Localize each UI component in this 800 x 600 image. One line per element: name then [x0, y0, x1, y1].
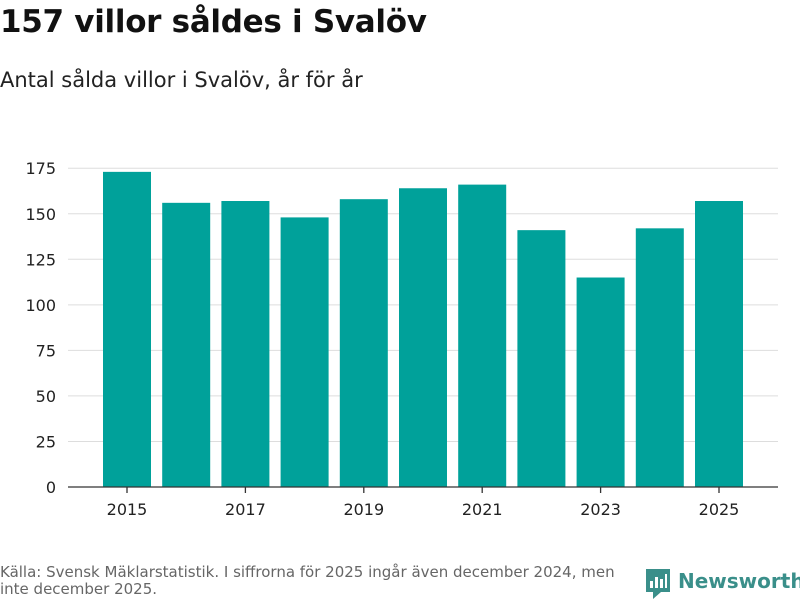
bar-2018: [280, 217, 329, 487]
bar-2016: [162, 202, 211, 487]
x-tick-label: 2019: [343, 500, 384, 519]
bar-2022: [517, 230, 566, 487]
bar-chart: 0 25 50 75 100 125 150 175 2015 2017 2019 2021 2023…: [25, 159, 778, 519]
y-axis-ticks: 0 25 50 75 100 125 150 175: [25, 159, 56, 497]
newsworthy-logo-icon: [646, 569, 670, 599]
y-tick-label: 50: [36, 387, 56, 406]
chart-title: 157 villor såldes i Svalöv: [0, 4, 427, 40]
y-tick-label: 125: [25, 250, 56, 269]
x-axis-ticks: 2015 2017 2019 2021 2023 2025: [107, 487, 740, 519]
bar-2024: [635, 228, 684, 488]
y-tick-label: 150: [25, 205, 56, 224]
chart-subtitle: Antal sålda villor i Svalöv, år för år: [0, 68, 363, 92]
x-tick-label: 2023: [580, 500, 621, 519]
bar-2021: [458, 184, 507, 487]
y-tick-label: 100: [25, 296, 56, 315]
bar-2025: [695, 201, 743, 487]
y-tick-label: 0: [46, 478, 56, 497]
bar-2019: [339, 199, 388, 487]
bar-2023: [576, 277, 625, 487]
bar-2015: [103, 171, 151, 487]
y-tick-label: 25: [36, 432, 56, 451]
source-note: Källa: Svensk Mäklarstatistik. I siffror…: [0, 563, 615, 598]
brand-logo[interactable]: Newsworthy: [645, 568, 800, 600]
y-tick-label: 175: [25, 159, 56, 178]
x-tick-label: 2025: [699, 500, 740, 519]
bars: [103, 171, 743, 488]
x-tick-label: 2021: [462, 500, 503, 519]
x-tick-label: 2015: [107, 500, 148, 519]
y-tick-label: 75: [36, 341, 56, 360]
bar-2020: [399, 188, 447, 487]
brand-name: Newsworthy: [678, 569, 800, 593]
bar-2017: [221, 201, 270, 487]
x-tick-label: 2017: [225, 500, 266, 519]
